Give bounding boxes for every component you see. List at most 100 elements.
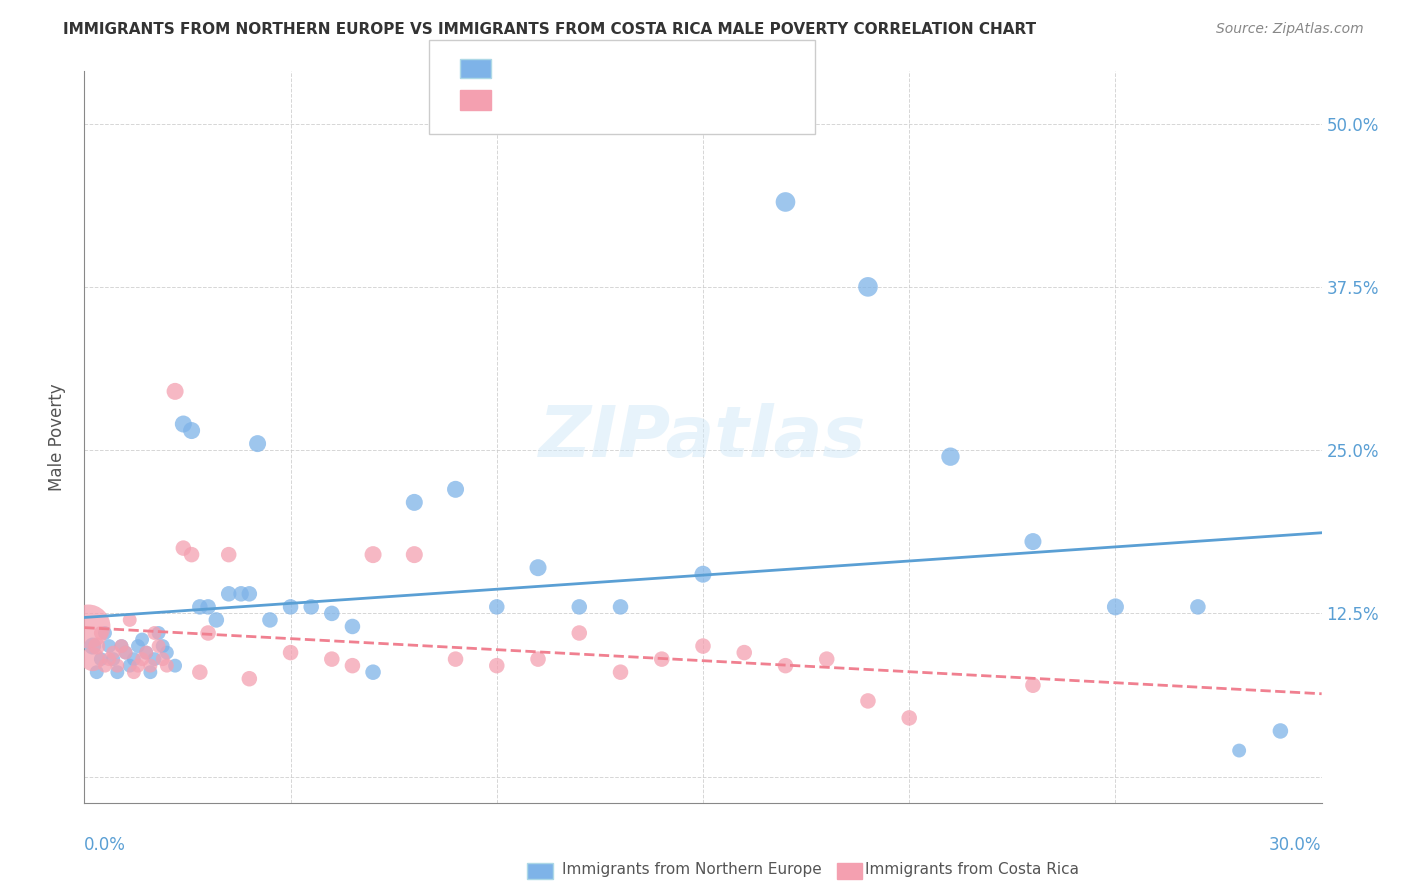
Point [692, 567, 714, 582]
Text: Immigrants from Northern Europe: Immigrants from Northern Europe [562, 863, 823, 877]
Point [94, 658, 117, 673]
Point [856, 280, 879, 294]
Point [114, 646, 136, 660]
Point [815, 652, 838, 666]
Point [280, 599, 302, 614]
Text: 30.0%: 30.0% [1270, 836, 1322, 854]
Text: IMMIGRANTS FROM NORTHERN EUROPE VS IMMIGRANTS FROM COSTA RICA MALE POVERTY CORRE: IMMIGRANTS FROM NORTHERN EUROPE VS IMMIG… [63, 22, 1036, 37]
Point [485, 599, 508, 614]
Text: Source: ZipAtlas.com: Source: ZipAtlas.com [1216, 22, 1364, 37]
Point [90, 652, 112, 666]
Point [98, 652, 121, 666]
Point [131, 652, 153, 666]
Point [527, 652, 550, 666]
Point [152, 652, 174, 666]
Point [404, 548, 426, 562]
Point [156, 646, 179, 660]
Point [775, 658, 797, 673]
Point [898, 711, 921, 725]
Point [361, 665, 384, 680]
Point [135, 646, 157, 660]
Point [568, 626, 591, 640]
Point [94, 626, 117, 640]
Point [342, 658, 364, 673]
Point [1104, 599, 1126, 614]
Point [98, 639, 121, 653]
Point [188, 665, 211, 680]
Point [775, 194, 797, 209]
Point [131, 632, 153, 647]
Text: 0.0%: 0.0% [84, 836, 127, 854]
Point [609, 665, 631, 680]
Point [1187, 599, 1209, 614]
Point [135, 646, 157, 660]
Point [148, 639, 170, 653]
Point [299, 599, 322, 614]
Point [280, 646, 302, 660]
Point [229, 587, 252, 601]
Point [156, 658, 179, 673]
Point [114, 646, 136, 660]
Text: R =  0.360: R = 0.360 [502, 55, 599, 73]
Point [127, 658, 149, 673]
Point [82, 652, 104, 666]
Point [110, 639, 132, 653]
Point [122, 665, 145, 680]
Point [1270, 723, 1292, 738]
Point [103, 652, 125, 666]
Text: R = -0.144: R = -0.144 [502, 87, 599, 104]
Point [321, 607, 343, 621]
Point [609, 599, 631, 614]
Point [165, 384, 187, 399]
Point [165, 658, 187, 673]
Point [180, 548, 202, 562]
Point [733, 646, 755, 660]
Point [1022, 678, 1045, 692]
Point [105, 658, 128, 673]
Y-axis label: Male Poverty: Male Poverty [48, 384, 66, 491]
Point [568, 599, 591, 614]
Point [527, 560, 550, 574]
Point [77, 619, 100, 633]
Point [139, 665, 162, 680]
Point [86, 639, 108, 653]
Point [90, 626, 112, 640]
Point [143, 652, 166, 666]
Point [246, 436, 269, 450]
Point [148, 626, 170, 640]
Point [110, 639, 132, 653]
Point [856, 694, 879, 708]
Text: ZIPatlas: ZIPatlas [540, 402, 866, 472]
Point [218, 548, 240, 562]
Point [218, 587, 240, 601]
Text: N = 50: N = 50 [675, 55, 737, 73]
Point [485, 658, 508, 673]
Point [122, 652, 145, 666]
Point [118, 658, 141, 673]
Point [939, 450, 962, 464]
Point [180, 424, 202, 438]
Point [118, 613, 141, 627]
Point [127, 639, 149, 653]
Text: N = 45: N = 45 [675, 87, 737, 104]
Point [404, 495, 426, 509]
Point [238, 587, 260, 601]
Point [86, 665, 108, 680]
Point [172, 417, 194, 431]
Point [152, 639, 174, 653]
Point [197, 626, 219, 640]
Point [692, 639, 714, 653]
Point [238, 672, 260, 686]
Text: Immigrants from Costa Rica: Immigrants from Costa Rica [865, 863, 1078, 877]
Point [188, 599, 211, 614]
Point [103, 646, 125, 660]
Point [342, 619, 364, 633]
Point [259, 613, 281, 627]
Point [197, 599, 219, 614]
Point [1022, 534, 1045, 549]
Point [444, 483, 467, 497]
Point [172, 541, 194, 555]
Point [444, 652, 467, 666]
Point [1227, 743, 1250, 757]
Point [105, 665, 128, 680]
